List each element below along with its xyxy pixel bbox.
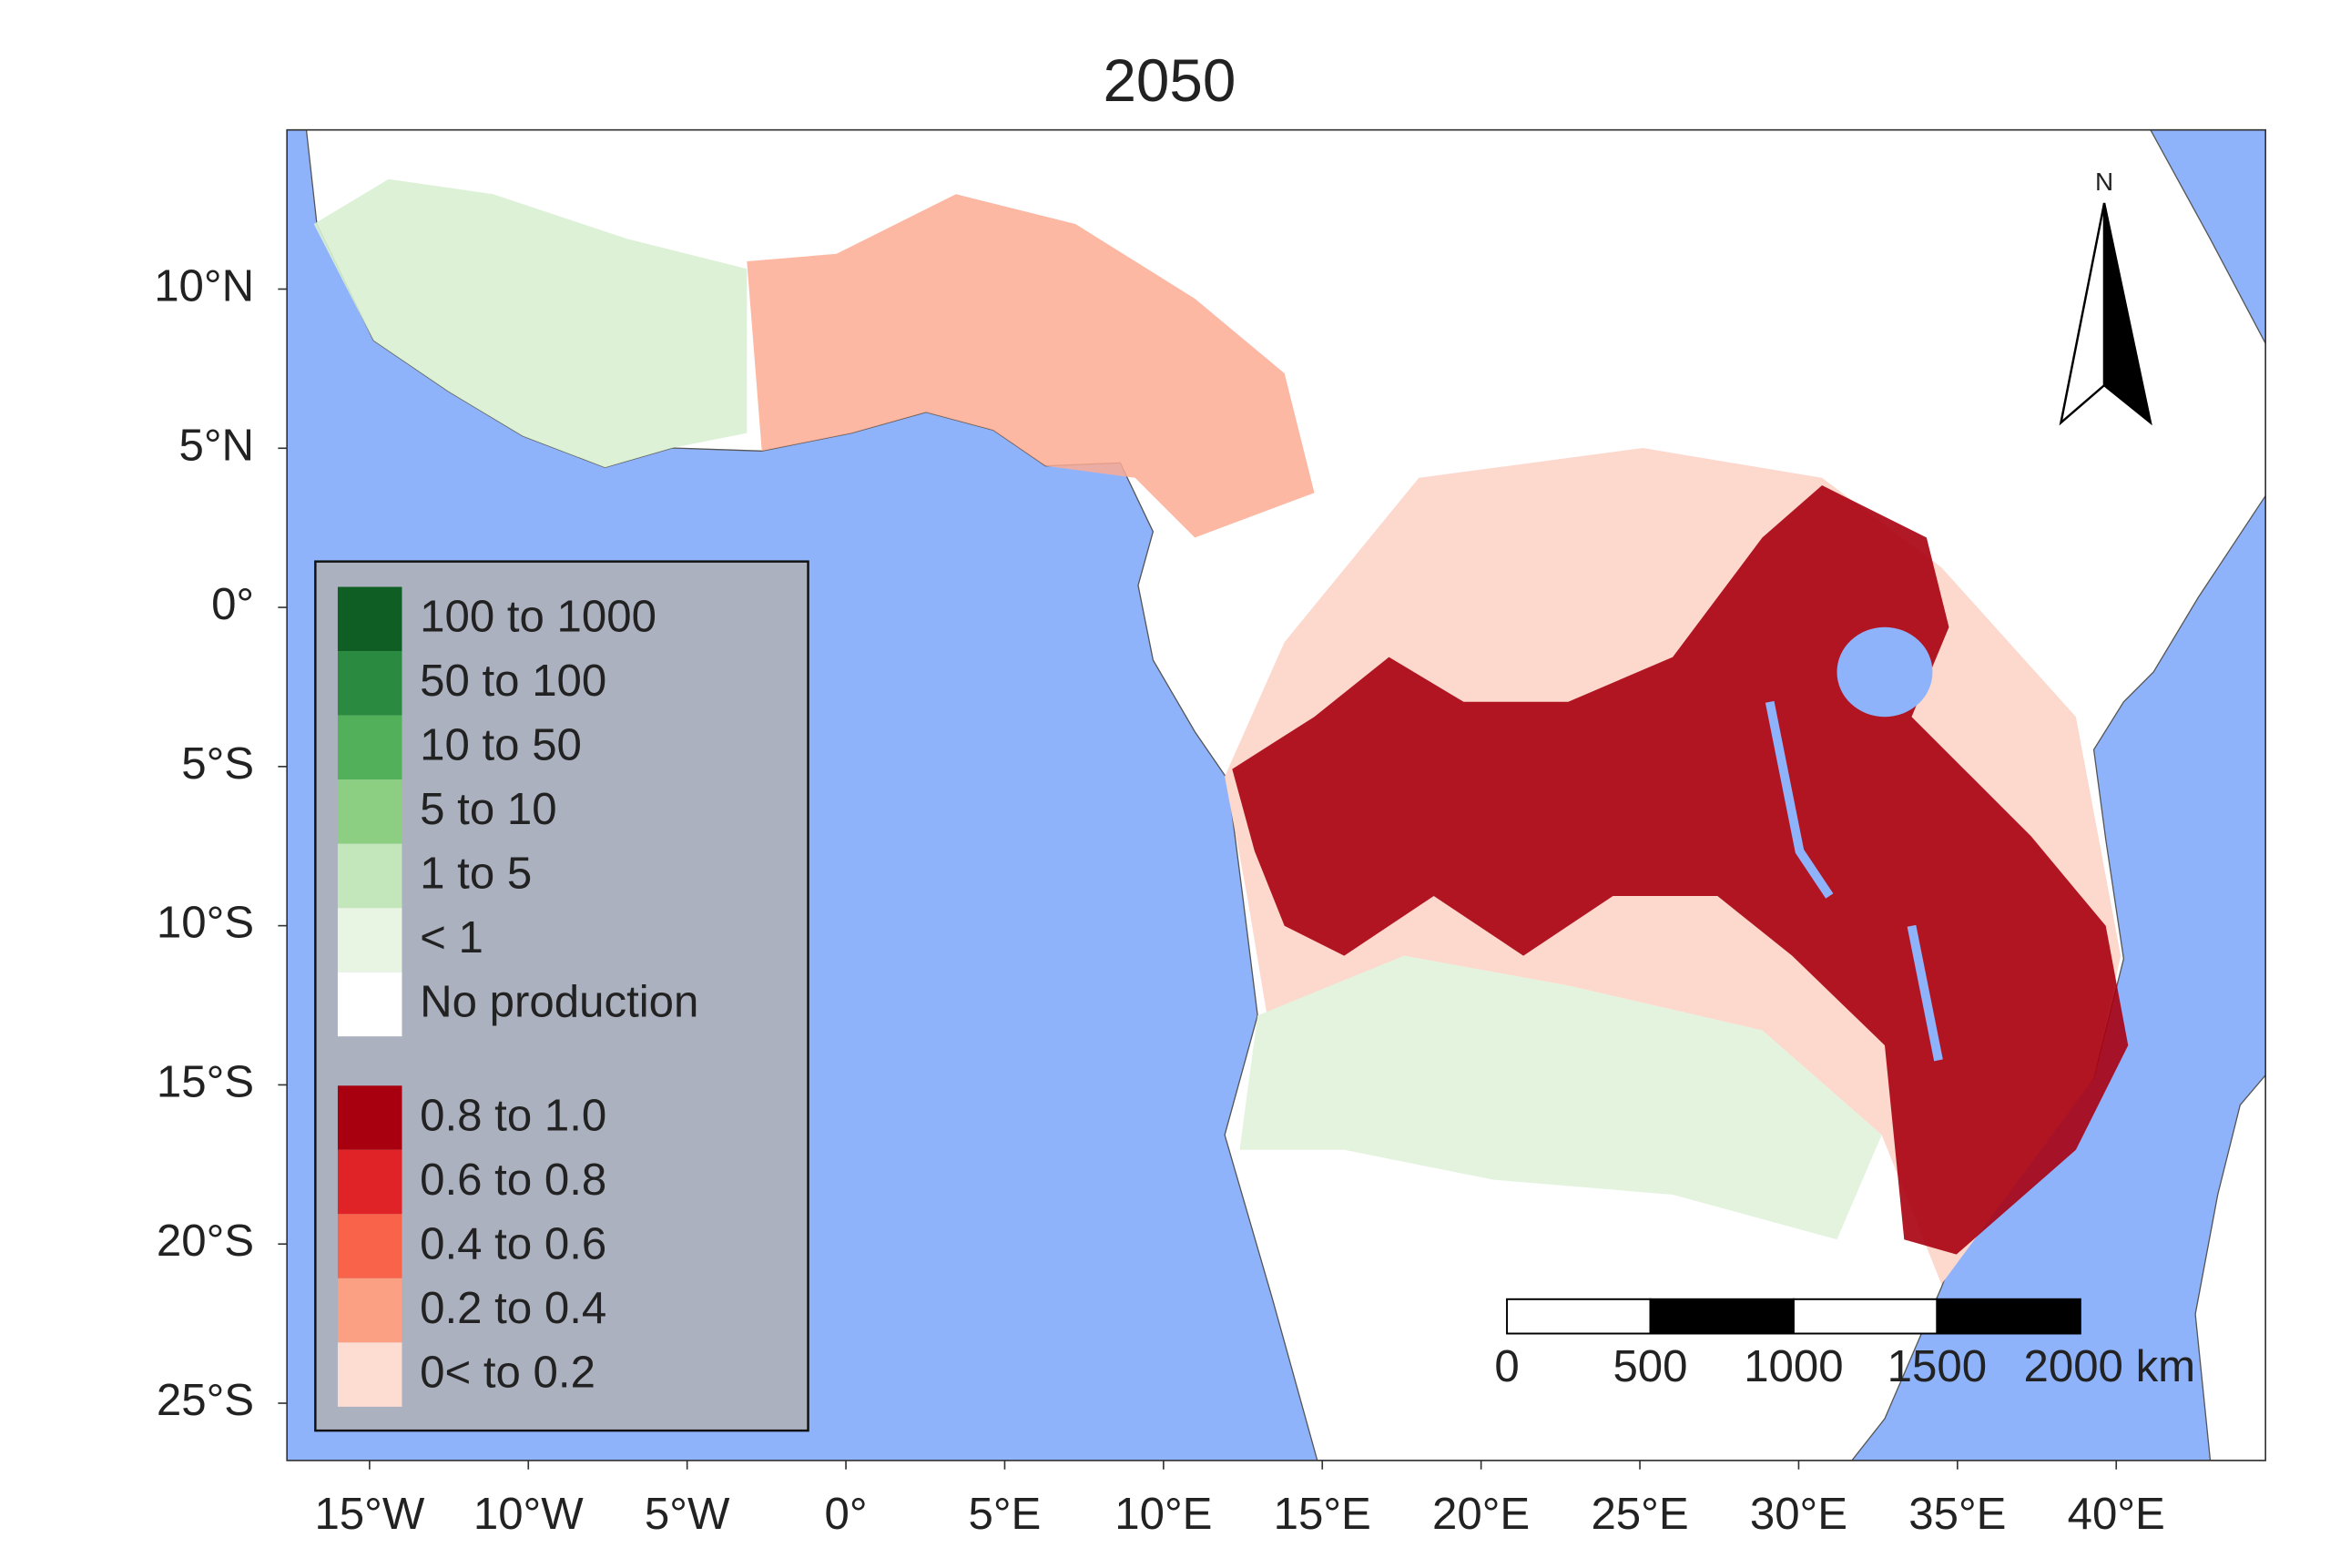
west-red [747,194,1315,538]
scale-segment [1792,1298,1938,1335]
legend-swatch [337,1085,402,1150]
legend-label: 10 to 50 [420,720,582,770]
legend-label: 50 to 100 [420,656,606,706]
y-tick-label: 15°S [157,1056,254,1106]
scale-segment [1506,1298,1652,1335]
legend-swatch [337,1342,402,1407]
legend-items: 100 to 1000 50 to 100 10 to 50 5 to 10 1 to … [337,586,698,1407]
legend-label: 0.8 to 1.0 [420,1090,606,1140]
arrow-right [2102,202,2152,426]
x-tick-label: 5°E [969,1489,1042,1539]
legend-label: 0.2 to 0.4 [420,1283,606,1333]
axes: 15°W 10°W 5°W 0° 5°E 10°E 15°E 20°E 25°E 30°E 35°E… [154,260,2165,1539]
scale-bar: 0 500 1000 1500 2000 km [1494,1298,2196,1391]
x-tick-label: 15°W [314,1489,424,1539]
map-title: 2050 [1103,47,1236,114]
y-tick-label: 10°S [157,898,254,948]
y-tick-label: 5°N [179,420,255,470]
x-tick-label: 20°E [1432,1489,1530,1539]
west-green [313,178,748,468]
legend-swatch [337,1278,402,1343]
legend-swatch [337,908,402,972]
legend-label: 100 to 1000 [420,592,656,642]
north-arrow: N [2059,168,2152,426]
lake-tanganyika [1765,700,1834,899]
x-tick-label: 30°E [1750,1489,1847,1539]
legend-swatch [337,1149,402,1215]
south-green [1239,955,1882,1240]
y-tick-label: 20°S [157,1216,254,1266]
x-tick-label: 5°W [645,1489,730,1539]
legend-swatch [337,715,402,780]
legend-swatch [337,651,402,716]
lake-malawi [1907,924,1943,1062]
map-frame [286,128,2266,1461]
legend-label: 0.6 to 0.8 [420,1155,606,1205]
legend-swatch [337,843,402,909]
x-tick-label: 10°E [1114,1489,1212,1539]
y-tick-label: 10°N [154,260,254,311]
y-tick-label: 25°S [157,1375,254,1425]
legend-label: 1 to 5 [420,849,532,899]
x-tick-label: 35°E [1908,1489,2006,1539]
madagascar [2194,1074,2266,1461]
x-tick-label: 10°W [473,1489,584,1539]
x-tick-label: 40°E [2068,1489,2165,1539]
scale-segment [1649,1298,1795,1335]
legend-label: 0< to 0.2 [420,1347,595,1397]
legend-label: 5 to 10 [420,784,556,834]
scale-label: 2000 km [2024,1341,2196,1391]
scale-label: 0 [1494,1341,1519,1391]
scale-label: 500 [1613,1341,1687,1391]
legend-swatch [337,1214,402,1278]
legend-swatch [337,779,402,844]
lake-victoria [1837,626,1933,718]
x-tick-label: 25°E [1591,1489,1688,1539]
x-tick-label: 15°E [1274,1489,1371,1539]
legend: 100 to 1000 50 to 100 10 to 50 5 to 10 1 to … [314,560,809,1432]
legend-label: < 1 [420,912,483,962]
legend-label: 0.4 to 0.6 [420,1218,606,1268]
legend-swatch [337,972,402,1037]
scale-label: 1000 [1744,1341,1843,1391]
y-tick-label: 0° [211,579,254,629]
north-label: N [2095,168,2113,196]
y-tick-label: 5°S [181,738,254,789]
scale-segment [1936,1298,2081,1335]
legend-label: No production [420,977,698,1027]
legend-swatch [337,586,402,652]
x-tick-label: 0° [825,1489,868,1539]
scale-label: 1500 [1887,1341,1987,1391]
map-area [287,129,2266,1461]
